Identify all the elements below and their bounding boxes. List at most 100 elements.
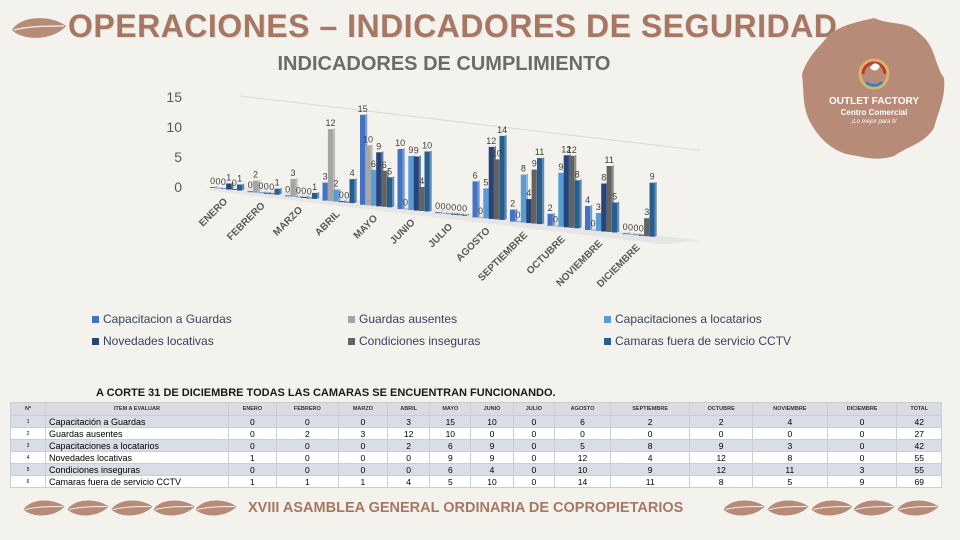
bar — [612, 202, 618, 233]
data-label: 12 — [567, 145, 577, 155]
data-label: 10 — [492, 148, 502, 158]
table-cell: 6 — [554, 415, 611, 428]
data-label: 0 — [301, 186, 306, 196]
bar — [499, 135, 505, 220]
table-cell: 9 — [826, 475, 898, 488]
bar-side — [467, 213, 470, 216]
x-tick-label: ENERO — [197, 196, 230, 229]
x-tick-label: JULIO — [427, 221, 456, 250]
data-label: 0 — [344, 191, 349, 201]
data-label: 12 — [561, 144, 571, 154]
data-label: 1 — [275, 178, 280, 188]
table-cell: 3 — [752, 439, 828, 452]
bar — [435, 212, 441, 214]
data-label: 0 — [590, 219, 595, 229]
chart-back-wall — [239, 95, 701, 151]
data-label: 9 — [650, 172, 655, 182]
legend-label: Capacitaciones a locatarios — [615, 312, 762, 326]
bar — [547, 213, 553, 226]
table-cell: 0 — [337, 451, 388, 464]
table-cell: 0 — [512, 475, 556, 488]
row-total: 69 — [896, 475, 942, 488]
x-tick-label: AGOSTO — [454, 226, 492, 264]
bar — [365, 145, 371, 206]
y-tick-label: 10 — [166, 119, 182, 135]
data-label: 9 — [532, 159, 537, 169]
data-label: 0 — [221, 177, 226, 187]
bar-side — [504, 134, 507, 220]
bar — [456, 214, 462, 216]
bar — [537, 158, 543, 225]
table-cell: 10 — [429, 427, 472, 440]
y-tick-label: 0 — [174, 179, 182, 195]
table-cell: 0 — [826, 439, 898, 452]
table-cell: 1 — [228, 475, 277, 488]
table-cell: 0 — [470, 427, 514, 440]
leaf-ornament — [111, 500, 153, 516]
bar — [552, 225, 559, 227]
table-header-cell: MARZO — [337, 402, 388, 416]
data-label: 14 — [497, 125, 507, 135]
row-total: 55 — [896, 463, 942, 476]
data-label: 10 — [422, 141, 432, 151]
table-cell: 0 — [337, 463, 388, 476]
table-cell: 6 — [429, 439, 472, 452]
row-item: Condiciones inseguras — [45, 463, 229, 476]
data-label: 0 — [307, 186, 312, 196]
leaf-ornament — [723, 500, 765, 516]
bar — [252, 180, 259, 193]
bar — [344, 201, 350, 203]
data-label: 9 — [408, 145, 413, 155]
bar-side — [429, 150, 432, 212]
table-cell: 10 — [470, 415, 514, 428]
table-cell: 0 — [609, 427, 691, 440]
bar-side — [301, 195, 303, 198]
row-item: Camaras fuera de servicio CCTV — [45, 475, 229, 488]
table-cell: 0 — [275, 451, 339, 464]
table-cell: 8 — [752, 451, 828, 464]
data-label: 0 — [515, 210, 520, 220]
legend-item: Capacitacion a Guardas — [92, 312, 232, 326]
table-cell: 10 — [470, 475, 514, 488]
data-label: 6 — [473, 170, 478, 180]
bar — [306, 197, 312, 199]
data-label: 4 — [585, 195, 590, 205]
leaf-ornament — [67, 500, 109, 516]
table-header-cell: JUNIO — [470, 402, 514, 416]
data-label: 2 — [333, 179, 338, 189]
bar — [445, 213, 451, 215]
bar — [247, 191, 253, 193]
legend-item: Capacitaciones a locatarios — [604, 312, 762, 326]
row-total: 42 — [896, 415, 942, 428]
table-row: 2 Guardas ausentes 0 2 3 12 10 0 0 0 0 0 0 0 27 — [10, 427, 942, 440]
table-cell: 0 — [554, 427, 611, 440]
table-header-cell: OCTUBRE — [689, 402, 754, 416]
bar — [338, 201, 344, 203]
y-tick-label: 5 — [174, 149, 182, 165]
table-cell: 6 — [429, 463, 472, 476]
data-label: 15 — [358, 104, 368, 114]
data-label: 9 — [376, 141, 381, 151]
table-cell: 0 — [228, 463, 277, 476]
outlet-factory-logo: OUTLET FACTORY Centro Comercial ¡Lo mejo… — [800, 16, 948, 162]
leaf-ornament — [853, 500, 895, 516]
bar — [585, 206, 591, 230]
bar-side — [306, 195, 309, 198]
x-tick-label: MAYO — [352, 213, 380, 241]
row-item: Guardas ausentes — [45, 427, 229, 440]
legend-item: Guardas ausentes — [348, 312, 457, 326]
data-label: 4 — [419, 176, 424, 186]
bar-side — [295, 177, 298, 197]
legend-label: Capacitacion a Guardas — [103, 312, 232, 326]
bar-side — [392, 176, 395, 208]
table-header-cell: FEBRERO — [275, 402, 339, 416]
table-cell: 0 — [275, 463, 339, 476]
bar — [590, 229, 596, 231]
table-cell: 0 — [275, 439, 339, 452]
table-cell: 0 — [228, 439, 277, 452]
bar — [226, 183, 232, 190]
row-number: 1 — [10, 415, 46, 428]
table-cell: 11 — [609, 475, 691, 488]
bar — [622, 233, 628, 235]
table-cell: 0 — [512, 427, 556, 440]
